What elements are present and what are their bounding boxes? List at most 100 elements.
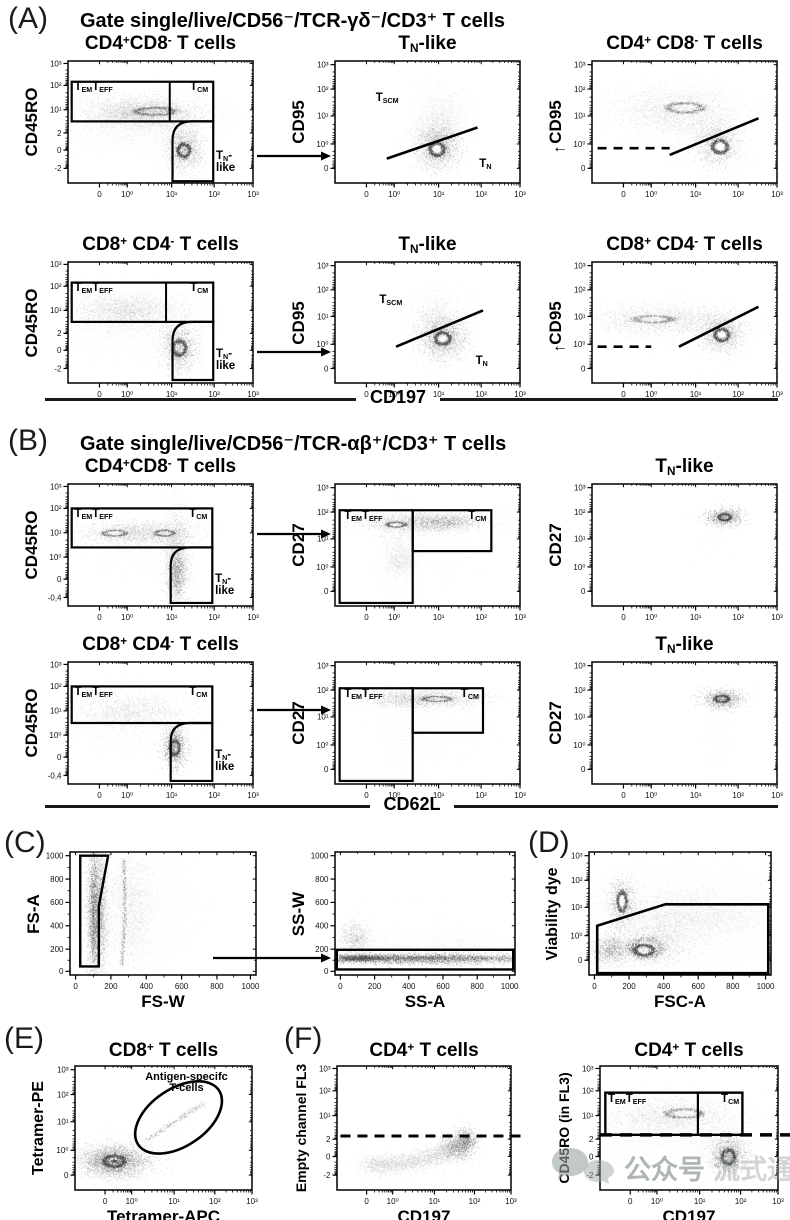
svg-text:10¹: 10¹ [694,1197,706,1206]
svg-text:10¹: 10¹ [574,112,586,121]
svg-text:2: 2 [589,1135,594,1144]
panel-label-b: (B) [8,424,48,457]
svg-text:10²: 10² [317,686,329,695]
svg-text:0: 0 [621,190,626,199]
scatter-canvas-f1 [337,1066,511,1190]
x-axis-label-e: Tetramer-APC [106,1207,221,1220]
shared-x-axis-label-CD62L: CD62L [383,794,441,814]
shared-x-axis-label-CD197: CD197 [369,387,427,407]
svg-text:10³: 10³ [771,190,783,199]
svg-text:0: 0 [364,613,369,622]
svg-text:0: 0 [97,613,102,622]
svg-text:10⁰: 10⁰ [573,140,585,149]
svg-text:200: 200 [104,982,118,991]
svg-text:10³: 10³ [247,791,259,800]
svg-text:10¹: 10¹ [690,613,702,622]
svg-text:10⁰: 10⁰ [645,190,657,199]
svg-text:10³: 10³ [571,851,583,860]
plot-a5: 0 10⁰ 10¹ 10² 10³ 10³ 10² 10¹ 10⁰ 0 TSCM TN TN-like C… [289,234,526,399]
x-axis-label-f1: CD197 [397,1207,451,1220]
plot-annotation-b4-1: TCM [189,686,208,699]
svg-text:10²: 10² [319,1087,331,1096]
scatter-canvas-c2 [335,852,515,975]
x-axis-label-c2: SS-A [404,992,446,1011]
panel-label-c: (C) [4,826,46,859]
svg-text:10⁰: 10⁰ [388,613,400,622]
panel-label-d: (D) [528,826,570,859]
svg-text:0: 0 [57,146,62,155]
svg-text:1000: 1000 [757,982,775,991]
svg-text:10³: 10³ [317,261,329,270]
svg-text:10⁰: 10⁰ [387,1197,399,1206]
svg-text:800: 800 [471,982,485,991]
svg-text:0: 0 [324,364,329,373]
svg-text:200: 200 [315,945,329,954]
flow-arrow-1 [257,347,331,357]
svg-text:10²: 10² [574,508,586,517]
svg-text:10³: 10³ [247,613,259,622]
svg-text:10⁰: 10⁰ [121,791,133,800]
plot-c1: 0 200 400 600 800 1000 1000 800 600 400 200 0 FS-A FS… [24,851,260,1011]
svg-text:10²: 10² [50,81,62,90]
plot-annotation-a2-0: TSCM [375,91,399,105]
svg-text:10²: 10² [50,682,62,691]
svg-text:0: 0 [578,956,583,965]
svg-text:0: 0 [326,1152,331,1161]
svg-text:2: 2 [326,1135,331,1144]
svg-text:0: 0 [57,346,62,355]
plot-annotation-a4-3: like [216,360,236,373]
scatter-canvas-e [75,1066,252,1190]
svg-text:10³: 10³ [247,190,259,199]
scatter-canvas-a6 [592,262,777,383]
svg-text:10²: 10² [317,508,329,517]
svg-text:10²: 10² [209,1197,221,1206]
plot-a4: 0 10⁰ 10¹ 10² 10³ 10³ 10² 10¹ 2 0 -2 TEMTEFF TCM TN-l… [22,234,259,399]
svg-text:10⁰: 10⁰ [316,140,328,149]
x-axis-label-c1: FS-W [141,992,185,1011]
y-axis-label-a4: CD45RO [22,288,41,357]
svg-text:10²: 10² [735,1197,747,1206]
y-axis-label-d: Viability dye [544,866,561,961]
plot-title-a6: CD8+ CD4- T cells [606,234,763,255]
plot-annotation-b5-0: TEMTEFF [344,687,383,701]
svg-text:10⁰: 10⁰ [49,731,61,740]
plot-title-f1: CD4+ T cells [369,1040,479,1061]
plot-annotation-a1-0: TEMTEFF [74,81,113,95]
x-axis-label-f2: CD197 [662,1207,716,1220]
svg-text:10⁰: 10⁰ [121,613,133,622]
svg-text:10¹: 10¹ [433,190,445,199]
svg-text:-2: -2 [54,364,62,373]
svg-text:10³: 10³ [57,1066,69,1075]
plot-title-f2: CD4+ T cells [634,1040,744,1061]
svg-text:0: 0 [103,1197,108,1206]
svg-text:10¹: 10¹ [166,613,178,622]
svg-text:10²: 10² [732,791,744,800]
svg-text:600: 600 [436,982,450,991]
y-axis-label-a5: CD95 [289,300,308,345]
y-axis-label-b6: CD27 [546,701,565,745]
divider-line-left-CD197 [45,397,356,401]
svg-text:1000: 1000 [501,982,519,991]
svg-text:10¹: 10¹ [690,190,702,199]
svg-text:1000: 1000 [311,851,329,860]
scatter-canvas-b6 [592,662,777,784]
plot-title-a1: CD4+CD8- T cells [84,33,237,54]
svg-text:10¹: 10¹ [168,1197,180,1206]
svg-text:10⁰: 10⁰ [573,340,585,349]
panel-label-f: (F) [284,1022,323,1055]
svg-text:10²: 10² [574,286,586,295]
svg-text:10²: 10² [50,282,62,291]
plot-annotation-b4-2: TN- [215,748,232,762]
svg-text:0: 0 [581,587,586,596]
svg-text:10¹: 10¹ [690,791,702,800]
svg-text:800: 800 [726,982,740,991]
plot-d: 0 200 400 600 800 1000 10³ 10² 10¹ 10⁰ 0 Viability … [544,851,775,1011]
svg-text:10⁰: 10⁰ [316,563,328,572]
plot-annotation-a1-1: TCM [190,81,209,95]
plot-title-b6: TN-like [655,634,714,657]
plot-annotation-a1-3: like [216,162,236,175]
svg-text:10³: 10³ [50,482,62,491]
svg-text:10³: 10³ [582,1064,594,1073]
svg-text:10²: 10² [208,613,220,622]
svg-text:0: 0 [57,753,62,762]
